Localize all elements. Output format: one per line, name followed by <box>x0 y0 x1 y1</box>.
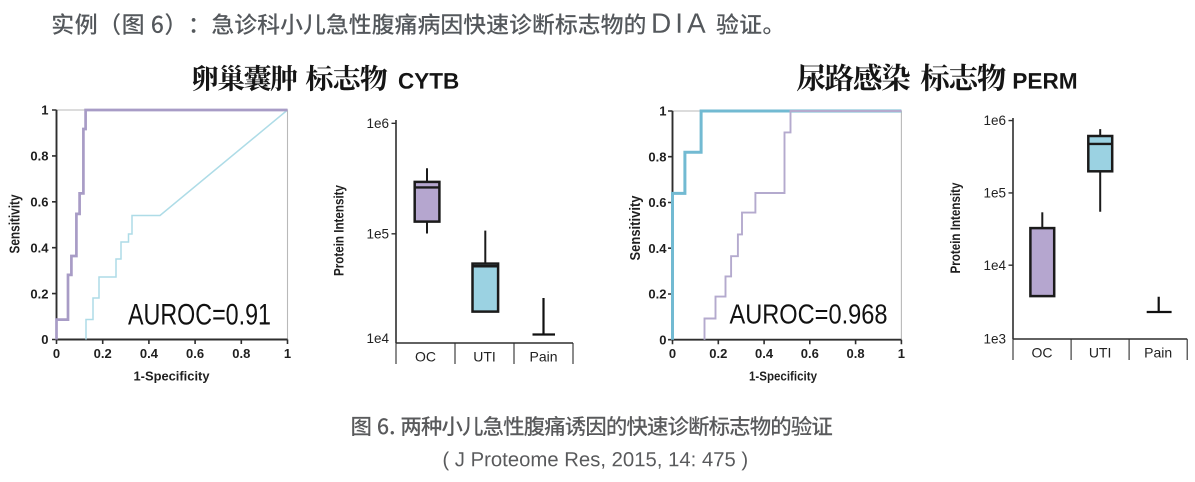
svg-text:0: 0 <box>41 332 48 347</box>
svg-text:1e6: 1e6 <box>366 116 389 131</box>
svg-text:OC: OC <box>415 349 436 365</box>
svg-text:0.2: 0.2 <box>709 346 727 361</box>
svg-text:Protein Intensity: Protein Intensity <box>331 185 347 276</box>
svg-text:0.8: 0.8 <box>232 346 250 361</box>
svg-text:0.2: 0.2 <box>648 287 666 302</box>
svg-text:1-Specificity: 1-Specificity <box>134 370 210 384</box>
svg-text:1e6: 1e6 <box>983 113 1006 128</box>
svg-text:1: 1 <box>898 346 905 361</box>
svg-text:UTI: UTI <box>473 349 496 365</box>
svg-text:Pain: Pain <box>529 349 557 365</box>
svg-text:1: 1 <box>659 104 666 119</box>
svg-text:1e4: 1e4 <box>366 331 389 346</box>
svg-text:0.4: 0.4 <box>648 241 667 256</box>
svg-text:0.4: 0.4 <box>755 346 774 361</box>
svg-text:1-Specificity: 1-Specificity <box>749 370 817 384</box>
svg-text:0: 0 <box>53 346 60 361</box>
svg-text:0.6: 0.6 <box>186 346 204 361</box>
svg-text:1e3: 1e3 <box>983 332 1006 347</box>
svg-text:Sensitivity: Sensitivity <box>628 196 644 261</box>
svg-text:0.8: 0.8 <box>30 149 48 164</box>
svg-text:1: 1 <box>41 103 48 118</box>
svg-text:0.2: 0.2 <box>94 346 112 361</box>
svg-text:1e5: 1e5 <box>983 186 1006 201</box>
svg-text:0: 0 <box>659 332 666 347</box>
svg-text:0.6: 0.6 <box>648 195 666 210</box>
svg-text:1: 1 <box>284 346 291 361</box>
svg-text:0.6: 0.6 <box>30 195 48 210</box>
svg-text:UTI: UTI <box>1089 345 1112 361</box>
svg-text:1e5: 1e5 <box>366 226 389 241</box>
svg-text:0: 0 <box>669 346 676 361</box>
svg-text:AUROC=0.968: AUROC=0.968 <box>730 299 888 330</box>
svg-text:Protein Intensity: Protein Intensity <box>947 182 963 273</box>
svg-text:0.8: 0.8 <box>847 346 865 361</box>
svg-text:0.4: 0.4 <box>140 346 159 361</box>
svg-text:0.2: 0.2 <box>30 286 48 301</box>
svg-text:1e4: 1e4 <box>983 258 1006 273</box>
svg-text:0.4: 0.4 <box>30 240 49 255</box>
svg-text:Sensitivity: Sensitivity <box>8 195 24 254</box>
svg-text:Pain: Pain <box>1144 345 1172 361</box>
svg-text:0.6: 0.6 <box>801 346 819 361</box>
svg-text:AUROC=0.91: AUROC=0.91 <box>128 299 271 332</box>
svg-text:OC: OC <box>1032 345 1053 361</box>
svg-text:0.8: 0.8 <box>648 149 666 164</box>
